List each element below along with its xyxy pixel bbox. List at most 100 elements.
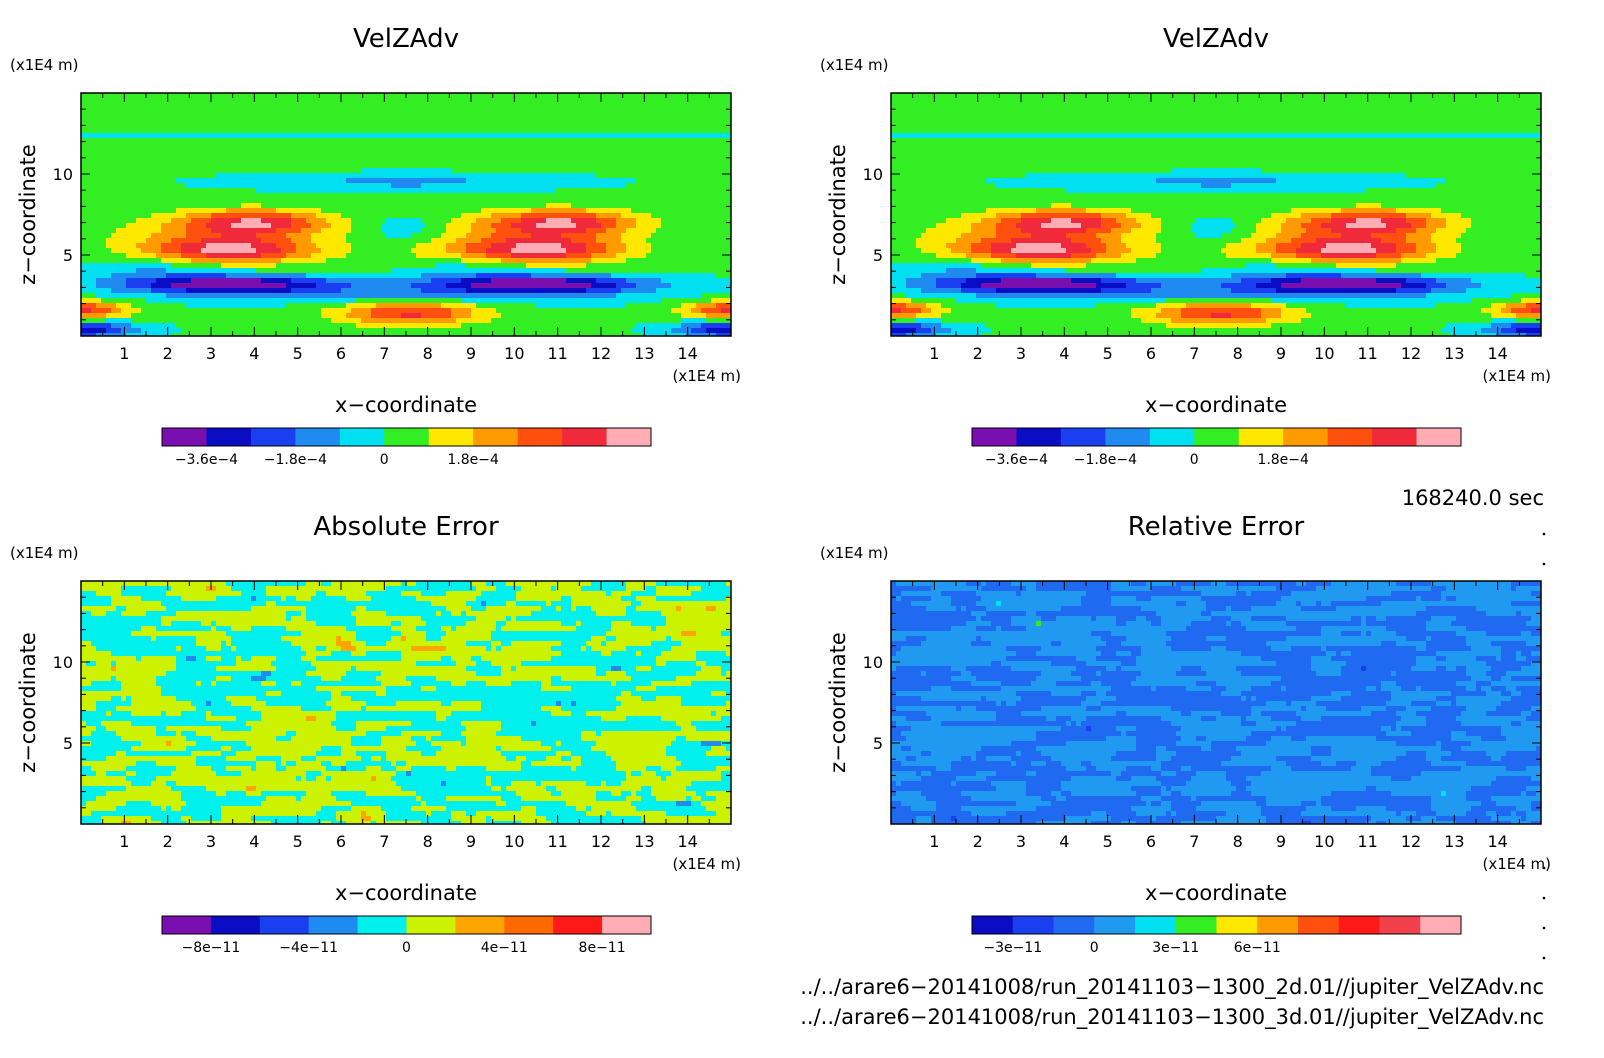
y-tick-label: 5 (63, 246, 73, 265)
x-tick-label: 5 (1103, 344, 1113, 363)
colorbar-swatch (553, 916, 602, 934)
colorbar-swatch (295, 428, 340, 446)
margin-dot (1543, 927, 1546, 930)
x-tick-label: 1 (929, 832, 939, 851)
colorbar-swatch (251, 428, 296, 446)
colorbar-swatch (1417, 428, 1462, 446)
x-tick-label: 2 (973, 344, 983, 363)
x-tick-label: 2 (973, 832, 983, 851)
colorbar-label: 1.8e−4 (1257, 452, 1309, 468)
time-label: 168240.0 sec (1402, 486, 1544, 510)
colorbar-swatch (602, 916, 651, 934)
colorbar-swatch (1135, 916, 1176, 934)
x-tick-label: 6 (336, 832, 346, 851)
field-plot (81, 581, 731, 824)
x-tick-label: 2 (163, 344, 173, 363)
y-tick-label: 5 (873, 246, 883, 265)
x-tick-label: 4 (1059, 832, 1069, 851)
colorbar-swatch (211, 916, 260, 934)
colorbar-swatch (607, 428, 652, 446)
x-tick-label: 12 (1401, 344, 1421, 363)
colorbar-label: 0 (1190, 452, 1199, 468)
y-tick-label: 5 (63, 734, 73, 753)
file-path-2d: ../../arare6−20141008/run_20141103−1300_… (800, 975, 1544, 1000)
x-tick-label: 3 (1016, 832, 1026, 851)
colorbar-label: 0 (380, 452, 389, 468)
x-tick-label: 12 (1401, 832, 1421, 851)
x-tick-label: 6 (1146, 344, 1156, 363)
x-axis-label: x−coordinate (335, 881, 477, 905)
colorbar-swatch (1372, 428, 1417, 446)
x-tick-label: 1 (929, 344, 939, 363)
x-unit-label: (x1E4 m) (672, 855, 741, 873)
x-tick-label: 9 (1276, 832, 1286, 851)
x-tick-label: 5 (293, 832, 303, 851)
colorbar-swatch (1013, 916, 1054, 934)
x-tick-label: 14 (1487, 344, 1507, 363)
colorbar-swatch (1061, 428, 1106, 446)
x-tick-label: 12 (591, 832, 611, 851)
y-axis-label: z−coordinate (16, 632, 40, 773)
colorbar-label: 6e−11 (1234, 940, 1281, 956)
colorbar-swatch (972, 916, 1013, 934)
margin-dot (1543, 563, 1546, 566)
x-tick-label: 2 (163, 832, 173, 851)
x-tick-label: 9 (466, 344, 476, 363)
colorbar-swatch (340, 428, 385, 446)
x-tick-label: 4 (249, 344, 259, 363)
x-tick-label: 3 (206, 832, 216, 851)
x-tick-label: 13 (634, 832, 654, 851)
colorbar-swatch (407, 916, 456, 934)
colorbar-swatch (1380, 916, 1421, 934)
x-tick-label: 7 (1189, 344, 1199, 363)
colorbar-swatch (429, 428, 474, 446)
chart-title: VelZAdv (1163, 24, 1269, 54)
x-tick-label: 11 (547, 344, 567, 363)
x-tick-label: 8 (1233, 344, 1243, 363)
colorbar-swatch (1283, 428, 1328, 446)
x-tick-label: 14 (677, 832, 697, 851)
x-tick-label: 7 (379, 832, 389, 851)
x-tick-label: 5 (1103, 832, 1113, 851)
colorbar-swatch (206, 428, 251, 446)
field-plot (891, 581, 1541, 824)
x-unit-label: (x1E4 m) (672, 367, 741, 385)
x-tick-label: 10 (1314, 832, 1334, 851)
colorbar-swatch (162, 916, 211, 934)
colorbar-label: 0 (402, 940, 411, 956)
colorbar-label: −4e−11 (279, 940, 338, 956)
colorbar-swatch (1016, 428, 1061, 446)
x-unit-label: (x1E4 m) (1482, 855, 1551, 873)
x-tick-label: 13 (634, 344, 654, 363)
x-tick-label: 8 (423, 832, 433, 851)
colorbar-label: 4e−11 (481, 940, 528, 956)
y-unit-label: (x1E4 m) (820, 544, 889, 562)
chart-title: Absolute Error (313, 512, 499, 542)
colorbar-swatch (1054, 916, 1095, 934)
colorbar-swatch (1105, 428, 1150, 446)
colorbar-swatch (518, 428, 563, 446)
x-tick-label: 12 (591, 344, 611, 363)
colorbar-swatch (1239, 428, 1284, 446)
colorbar-swatch (473, 428, 518, 446)
colorbar-swatch (1194, 428, 1239, 446)
x-tick-label: 4 (249, 832, 259, 851)
y-tick-label: 10 (53, 165, 73, 184)
colorbar-label: −3.6e−4 (175, 452, 238, 468)
colorbar-swatch (972, 428, 1017, 446)
x-tick-label: 1 (119, 344, 129, 363)
colorbar-label: −1.8e−4 (264, 452, 327, 468)
x-tick-label: 9 (466, 832, 476, 851)
colorbar-label: −3.6e−4 (985, 452, 1048, 468)
x-tick-label: 3 (206, 344, 216, 363)
x-tick-label: 7 (1189, 832, 1199, 851)
x-tick-label: 14 (677, 344, 697, 363)
y-unit-label: (x1E4 m) (10, 56, 79, 74)
chart-title: VelZAdv (353, 24, 459, 54)
